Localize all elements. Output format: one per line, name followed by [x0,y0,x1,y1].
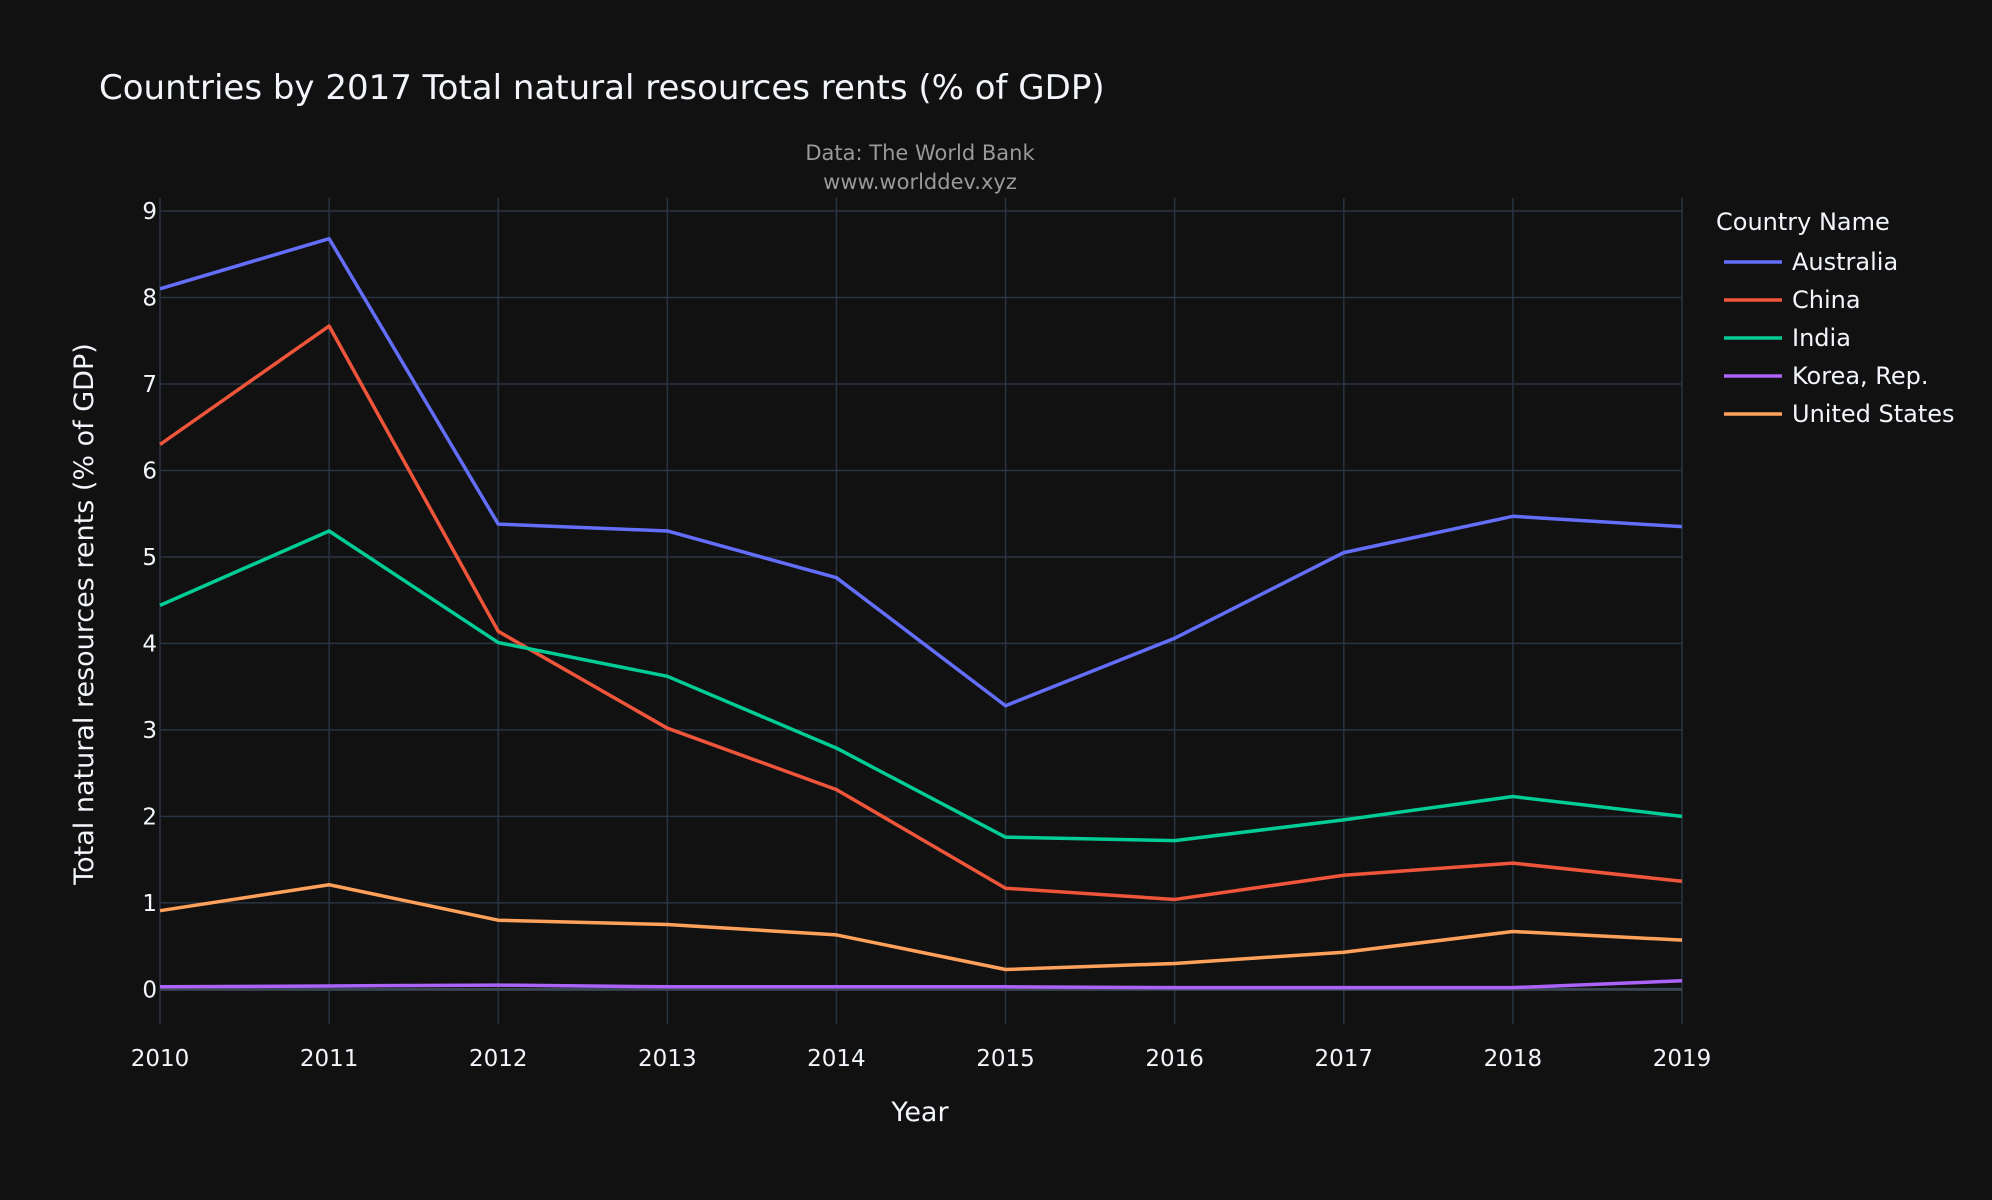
x-tick-label: 2014 [807,1046,866,1072]
x-tick-label: 2011 [300,1046,359,1072]
legend-items: Australia China India Korea, Rep. United Sta… [1724,248,1955,428]
y-tick-labels: 0 1 2 3 4 5 6 7 8 9 [142,199,157,1003]
y-tick-label: 2 [142,804,157,830]
y-tick-label: 6 [142,458,157,484]
y-axis-label: Total natural resources rents (% of GDP) [69,343,100,886]
x-tick-labels: 2010 2011 2012 2013 2014 2015 2016 2017 2018 2019 [131,1046,1712,1072]
series-line-australia [159,236,1683,708]
legend-label-united-states: United States [1792,400,1955,428]
x-gridlines [159,198,1683,1024]
y-tick-label: 0 [142,977,157,1003]
chart-title: Countries by 2017 Total natural resource… [99,68,1105,108]
x-axis-label: Year [890,1097,949,1128]
y-tick-label: 4 [142,631,157,657]
series-line-china [158,324,1683,902]
legend: Country Name Australia China India Korea, R… [1716,208,1955,428]
x-tick-label: 2013 [638,1046,697,1072]
x-tick-label: 2012 [469,1046,528,1072]
series-lines [158,236,1683,990]
y-tick-label: 7 [142,372,157,398]
y-tick-label: 5 [142,545,157,571]
y-tick-label: 3 [142,718,157,744]
legend-label-australia: Australia [1792,248,1898,276]
legend-label-korea-rep: Korea, Rep. [1792,362,1929,390]
series-line-united-states [159,882,1683,972]
x-tick-label: 2017 [1315,1046,1374,1072]
legend-label-china: China [1792,286,1861,314]
y-tick-label: 9 [142,199,157,225]
legend-label-india: India [1792,324,1851,352]
y-tick-label: 8 [142,285,157,311]
y-tick-label: 1 [142,891,157,917]
x-tick-label: 2019 [1653,1046,1712,1072]
x-tick-label: 2015 [976,1046,1035,1072]
series-line-korea-rep [159,979,1683,990]
x-tick-label: 2018 [1484,1046,1543,1072]
x-tick-label: 2010 [131,1046,190,1072]
x-tick-label: 2016 [1145,1046,1204,1072]
series-line-india [159,529,1683,843]
legend-title: Country Name [1716,208,1890,236]
chart-subtitle-line-2: www.worlddev.xyz [823,170,1017,194]
chart-subtitle-line-1: Data: The World Bank [805,141,1035,165]
